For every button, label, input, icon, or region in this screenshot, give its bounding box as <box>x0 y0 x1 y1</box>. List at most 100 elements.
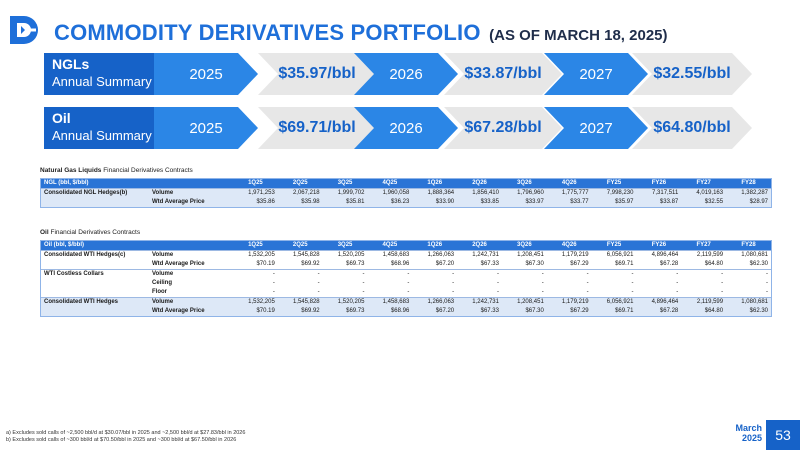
table-cell: - <box>721 280 724 286</box>
row-metric-label: Volume <box>149 188 233 198</box>
table-cell: $69.73 <box>346 261 365 267</box>
table-cell: $33.77 <box>546 198 592 207</box>
table-cell: $33.87 <box>636 198 682 207</box>
table-cell: - <box>452 280 455 286</box>
table-cell: - <box>317 289 320 295</box>
row-metric-label: Volume <box>149 297 233 307</box>
table-cell: $68.96 <box>367 307 413 316</box>
table-cell: $64.80 <box>681 307 727 316</box>
ngl-table-header-label: NGL (bbl, $/bbl) <box>41 179 233 189</box>
table-cell: - <box>362 289 365 295</box>
table-row: Wtd Average Price $70.19 $69.92 $69.73 $68.9… <box>41 260 771 270</box>
table-cell: - <box>233 269 278 279</box>
table-cell: $32.55 <box>681 198 727 207</box>
table-cell: $69.92 <box>277 307 323 316</box>
table-cell: 1,545,828 <box>277 250 323 260</box>
row-metric-label: Floor <box>152 289 167 295</box>
table-row: Consolidated WTI Hedges Volume 1,532,205 1,… <box>41 297 771 307</box>
table-row: Floor - - - - - - - - - - - - <box>41 288 771 298</box>
column-header: FY25 <box>591 241 637 251</box>
column-header: FY27 <box>681 179 727 189</box>
column-header: 2Q25 <box>277 241 323 251</box>
column-header: 1Q25 <box>233 179 278 189</box>
footnote-a: a) Excludes sold calls of ~2,500 bbl/d a… <box>6 430 246 436</box>
column-header: 3Q26 <box>501 179 547 189</box>
table-cell: - <box>272 289 275 295</box>
row-group-label <box>41 198 149 207</box>
table-cell: $35.98 <box>277 198 323 207</box>
table-cell: - <box>676 280 679 286</box>
table-cell: 1,266,063 <box>412 297 458 307</box>
column-header: FY26 <box>636 241 682 251</box>
column-header: 4Q25 <box>367 179 413 189</box>
footnote-b: b) Excludes sold calls of ~300 bbl/d at … <box>6 437 237 443</box>
table-cell: - <box>541 289 544 295</box>
table-cell: $33.97 <box>501 198 547 207</box>
oil-price-2025: $69.71/bbl <box>258 107 376 149</box>
table-cell: - <box>541 280 544 286</box>
table-cell: 1,208,451 <box>501 297 547 307</box>
table-cell: $33.90 <box>412 198 458 207</box>
page-title-row: COMMODITY DERIVATIVES PORTFOLIO (AS OF M… <box>54 20 668 46</box>
table-cell: 1,532,205 <box>233 297 278 307</box>
table-cell: - <box>322 269 368 279</box>
table-cell: 1,382,287 <box>726 188 771 198</box>
column-header: FY26 <box>636 179 682 189</box>
table-cell: - <box>277 269 323 279</box>
ngl-caption-bold: Natural Gas Liquids <box>40 167 102 174</box>
table-cell: $28.97 <box>726 198 771 207</box>
column-header: FY25 <box>591 179 637 189</box>
table-cell: - <box>496 289 499 295</box>
ngl-year-2027: 2027 <box>544 53 648 95</box>
table-cell: $33.85 <box>457 198 502 207</box>
column-header: 1Q26 <box>412 179 458 189</box>
table-cell: 1,458,683 <box>367 297 413 307</box>
oil-summary-subtitle: Annual Summary <box>52 128 152 143</box>
row-group-label: Consolidated WTI Hedges <box>41 297 149 307</box>
page-title: COMMODITY DERIVATIVES PORTFOLIO <box>54 20 481 45</box>
column-header: 2Q25 <box>277 179 323 189</box>
row-group-label <box>41 288 149 298</box>
page-subtitle: (AS OF MARCH 18, 2025) <box>489 27 668 44</box>
table-cell: - <box>676 289 679 295</box>
table-cell: 1,080,681 <box>726 297 771 307</box>
ngl-summary-label: NGLs Annual Summary <box>44 53 162 95</box>
oil-caption-bold: Oil <box>40 229 49 236</box>
column-header: FY28 <box>726 241 771 251</box>
table-cell: - <box>452 289 455 295</box>
table-header-row: Oil (bbl, $/bbl) 1Q25 2Q25 3Q25 4Q25 1Q2… <box>41 241 771 251</box>
oil-derivatives-table: Oil (bbl, $/bbl) 1Q25 2Q25 3Q25 4Q25 1Q2… <box>40 240 772 317</box>
table-cell: 1,242,731 <box>457 297 502 307</box>
ngl-price-2026: $33.87/bbl <box>444 53 562 95</box>
table-row: Wtd Average Price $70.19 $69.92 $69.73 $68.9… <box>41 307 771 316</box>
table-cell: 1,242,731 <box>457 250 502 260</box>
table-cell: - <box>681 269 727 279</box>
table-cell: $67.33 <box>457 307 502 316</box>
table-cell: - <box>407 289 410 295</box>
row-group-label <box>41 260 149 270</box>
table-cell: 1,179,219 <box>546 250 592 260</box>
oil-summary-name: Oil <box>52 110 71 126</box>
ngl-year-2025: 2025 <box>154 53 258 95</box>
table-cell: 1,520,205 <box>322 250 368 260</box>
table-header-row: NGL (bbl, $/bbl) 1Q25 2Q25 3Q25 4Q25 1Q2… <box>41 179 771 189</box>
table-cell: - <box>631 289 634 295</box>
table-cell: - <box>586 289 589 295</box>
table-cell: - <box>457 269 502 279</box>
row-group-label: WTI Costless Collars <box>41 269 149 279</box>
row-group-label <box>41 279 149 288</box>
table-cell: - <box>636 269 682 279</box>
table-cell: 1,208,451 <box>501 250 547 260</box>
table-row: Ceiling - - - - - - - - - - - - <box>41 279 771 288</box>
table-cell: $67.33 <box>480 261 499 267</box>
column-header: 3Q26 <box>501 241 547 251</box>
row-metric-label: Ceiling <box>152 280 173 286</box>
table-cell: $67.29 <box>546 307 592 316</box>
table-cell: $67.28 <box>659 261 679 267</box>
table-cell: 4,019,163 <box>681 188 727 198</box>
table-cell: $36.23 <box>367 198 413 207</box>
page-month: March <box>735 423 762 433</box>
ngl-summary-name: NGLs <box>52 56 90 72</box>
table-cell: 1,960,058 <box>367 188 413 198</box>
table-cell: - <box>631 280 634 286</box>
